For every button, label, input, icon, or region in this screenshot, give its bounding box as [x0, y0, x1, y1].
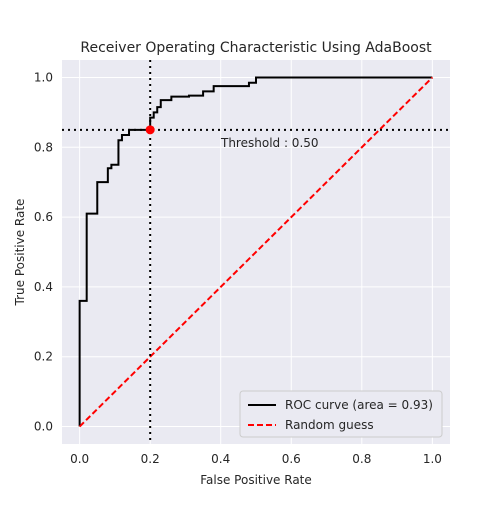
- x-tick-label: 0.2: [141, 452, 160, 466]
- y-tick-label: 0.2: [34, 350, 53, 364]
- x-axis-label: False Positive Rate: [200, 473, 312, 487]
- roc-curve-line: [78, 76, 433, 427]
- x-tick-label: 1.0: [423, 452, 442, 466]
- y-tick-label: 0.0: [34, 420, 53, 434]
- threshold-markers: [62, 60, 450, 444]
- legend-label-roc: ROC curve (area = 0.93): [285, 398, 433, 412]
- x-tick-label: 0.6: [282, 452, 301, 466]
- series-lines: [78, 76, 434, 428]
- y-tick-label: 0.6: [34, 210, 53, 224]
- chart-title: Receiver Operating Characteristic Using …: [80, 40, 432, 56]
- x-tick-label: 0.0: [70, 452, 89, 466]
- random-guess-line: [78, 76, 434, 428]
- legend-frame: [239, 390, 443, 438]
- legend: ROC curve (area = 0.93) Random guess: [239, 390, 443, 438]
- y-axis-label: True Positive Rate: [13, 199, 27, 307]
- y-tick-label: 0.4: [34, 280, 53, 294]
- x-tick-label: 0.8: [352, 452, 371, 466]
- tick-labels: 0.0 0.2 0.4 0.6 0.8 1.0 0.0 0.2 0.4 0.6 0.8 1.0: [34, 70, 442, 466]
- threshold-label: Threshold : 0.50: [220, 136, 319, 150]
- legend-label-random: Random guess: [285, 418, 374, 432]
- y-tick-label: 1.0: [34, 70, 53, 84]
- threshold-point: [145, 125, 155, 135]
- x-tick-label: 0.4: [211, 452, 230, 466]
- y-tick-label: 0.8: [34, 140, 53, 154]
